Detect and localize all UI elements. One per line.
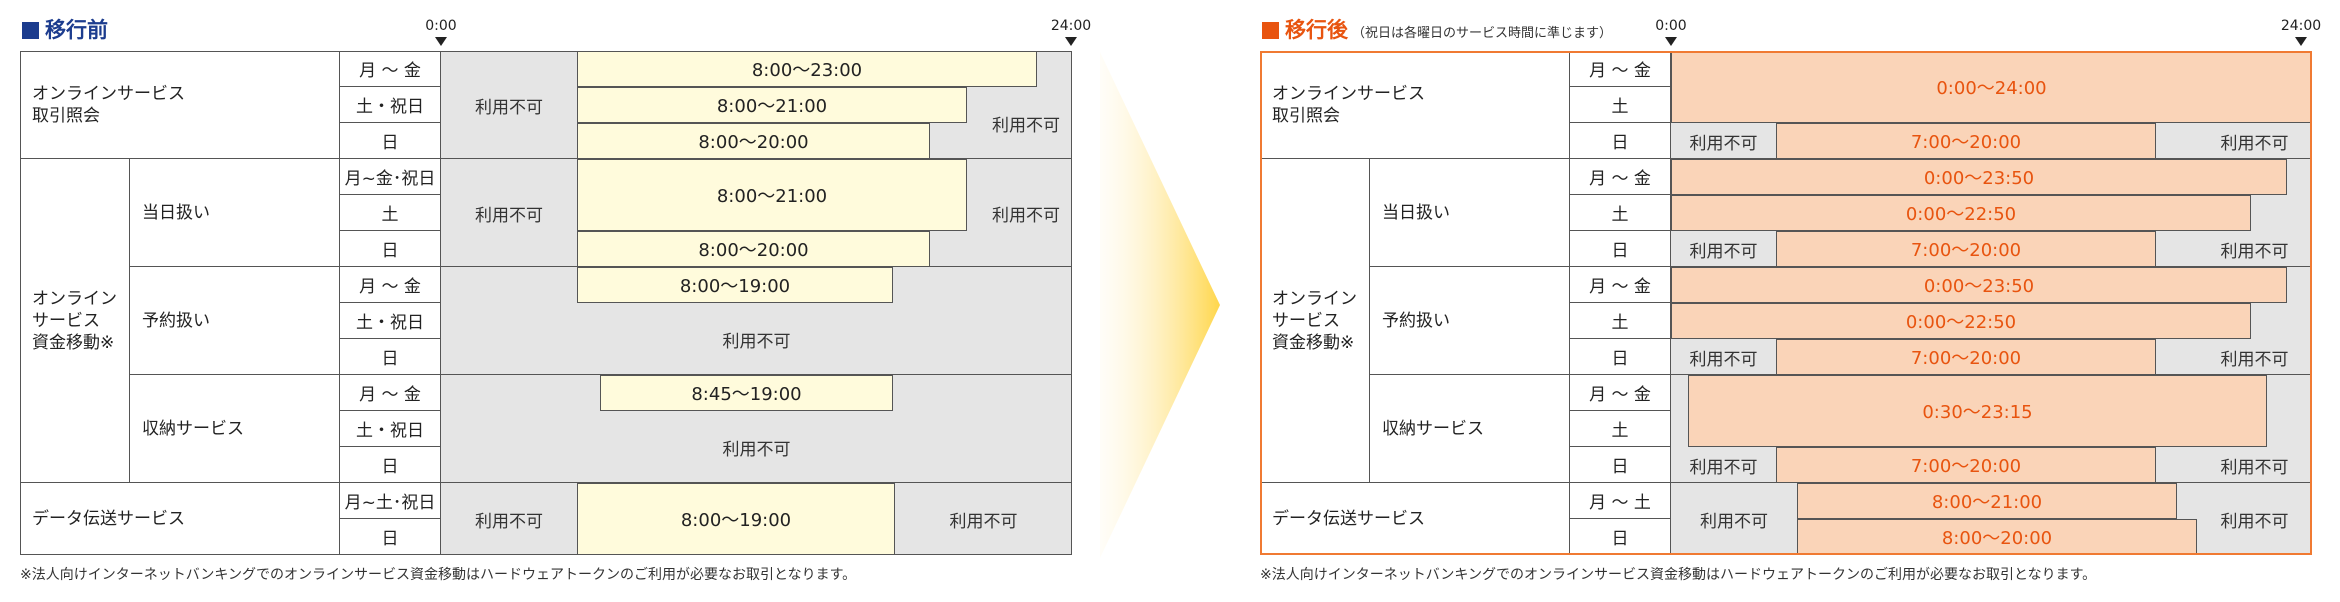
service-hours-bar: 0:00～24:00 bbox=[1671, 51, 2312, 123]
square-bullet-icon bbox=[22, 22, 39, 39]
service-hours-bar: 7:00～20:00 bbox=[1776, 447, 2156, 483]
day-cell: 月~土･祝日 bbox=[340, 483, 441, 519]
category-data-transmission: データ伝送サービス bbox=[20, 483, 340, 555]
day-cell: 月 ～ 金 bbox=[1570, 51, 1671, 87]
footnote: ※法人向けインターネットバンキングでのオンラインサービス資金移動はハードウェアト… bbox=[1260, 567, 2097, 583]
unavailable-label: 利用不可 bbox=[1689, 241, 1758, 262]
service-hours-bar: 8:00～20:00 bbox=[1797, 519, 2197, 555]
day-cell: 日 bbox=[340, 447, 441, 483]
service-hours-bar: 8:00～21:00 bbox=[1797, 483, 2177, 519]
unavailable-label: 利用不可 bbox=[1689, 349, 1758, 370]
day-cell: 土 bbox=[1570, 303, 1671, 339]
unavailable-label: 利用不可 bbox=[2220, 133, 2289, 154]
day-cell: 土・祝日 bbox=[340, 411, 441, 447]
unavailable-label: 利用不可 bbox=[475, 205, 543, 226]
day-cell: 日 bbox=[1570, 231, 1671, 267]
subcategory-payment-service: 収納サービス bbox=[1370, 375, 1570, 483]
axis-end-marker-icon bbox=[2295, 37, 2307, 46]
service-hours-bar: 8:00～21:00 bbox=[577, 87, 967, 123]
day-cell: 日 bbox=[1570, 447, 1671, 483]
axis-end-marker-icon bbox=[1065, 37, 1077, 46]
after-subtitle: （祝日は各曜日のサービス時間に準じます） bbox=[1352, 26, 1613, 41]
day-cell: 土 bbox=[340, 195, 441, 231]
day-cell: 日 bbox=[340, 519, 441, 555]
service-hours-bar: 7:00～20:00 bbox=[1776, 339, 2156, 375]
service-hours-bar: 8:00～19:00 bbox=[577, 267, 893, 303]
day-cell: 日 bbox=[340, 231, 441, 267]
subcategory-same-day: 当日扱い bbox=[130, 159, 340, 267]
axis-start-label: 0:00 bbox=[425, 18, 457, 34]
after-title: 移行後 （祝日は各曜日のサービス時間に準じます） bbox=[1262, 14, 1612, 44]
unavailable-label: 利用不可 bbox=[1700, 511, 1768, 532]
axis-end-label: 24:00 bbox=[2280, 18, 2322, 34]
unavailable-label: 利用不可 bbox=[475, 97, 543, 118]
day-cell: 日 bbox=[1570, 123, 1671, 159]
unavailable-label: 利用不可 bbox=[2220, 511, 2289, 532]
day-cell: 土 bbox=[1570, 87, 1671, 123]
unavailable-label: 利用不可 bbox=[2220, 457, 2289, 478]
day-cell: 月 ～ 金 bbox=[1570, 267, 1671, 303]
footnote: ※法人向けインターネットバンキングでのオンラインサービス資金移動はハードウェアト… bbox=[20, 567, 857, 583]
unavailable-label: 利用不可 bbox=[992, 115, 1060, 136]
day-cell: 土・祝日 bbox=[340, 87, 441, 123]
day-cell: 月~金･祝日 bbox=[340, 159, 441, 195]
day-cell: 月 ～ 金 bbox=[1570, 375, 1671, 411]
subcategory-scheduled: 予約扱い bbox=[1370, 267, 1570, 375]
category-online-inquiry: オンラインサービス 取引照会 bbox=[1260, 51, 1570, 159]
category-online-transfer: オンライン サービス 資金移動※ bbox=[20, 159, 130, 483]
subcategory-scheduled: 予約扱い bbox=[130, 267, 340, 375]
service-hours-bar: 8:00～20:00 bbox=[577, 231, 930, 267]
day-cell: 月 ～ 土 bbox=[1570, 483, 1671, 519]
service-hours-bar: 7:00～20:00 bbox=[1776, 123, 2156, 159]
unavailable-label: 利用不可 bbox=[2220, 241, 2289, 262]
service-hours-bar: 0:00～23:50 bbox=[1671, 267, 2287, 303]
day-cell: 月 ～ 金 bbox=[340, 51, 441, 87]
service-hours-bar: 0:00～22:50 bbox=[1671, 303, 2251, 339]
unavailable-label: 利用不可 bbox=[1689, 457, 1758, 478]
transition-arrow-icon bbox=[1100, 52, 1220, 558]
service-hours-bar: 8:00～23:00 bbox=[577, 51, 1037, 87]
axis-end-label: 24:00 bbox=[1050, 18, 1092, 34]
category-online-inquiry: オンラインサービス 取引照会 bbox=[20, 51, 340, 159]
day-cell: 土・祝日 bbox=[340, 303, 441, 339]
service-hours-bar: 8:45～19:00 bbox=[600, 375, 893, 411]
category-online-transfer: オンライン サービス 資金移動※ bbox=[1260, 159, 1370, 483]
day-cell: 日 bbox=[1570, 339, 1671, 375]
unavailable-label: 利用不可 bbox=[949, 511, 1018, 532]
day-cell: 月 ～ 金 bbox=[340, 267, 441, 303]
day-cell: 月 ～ 金 bbox=[1570, 159, 1671, 195]
before-title: 移行前 bbox=[22, 14, 108, 44]
subcategory-same-day: 当日扱い bbox=[1370, 159, 1570, 267]
day-cell: 土 bbox=[1570, 411, 1671, 447]
service-hours-bar: 7:00～20:00 bbox=[1776, 231, 2156, 267]
day-cell: 日 bbox=[340, 123, 441, 159]
before-panel: 移行前 0:00 24:00 オンラインサービス 取引照会 オンライン サービス… bbox=[0, 0, 1100, 602]
unavailable-label: 利用不可 bbox=[475, 511, 543, 532]
unavailable-label: 利用不可 bbox=[992, 205, 1060, 226]
axis-start-marker-icon bbox=[1665, 37, 1677, 46]
axis-start-marker-icon bbox=[435, 37, 447, 46]
day-cell: 土 bbox=[1570, 195, 1671, 231]
day-cell: 月 ～ 金 bbox=[340, 375, 441, 411]
day-cell: 日 bbox=[340, 339, 441, 375]
before-schedule-grid: オンラインサービス 取引照会 オンライン サービス 資金移動※ 当日扱い 予約扱… bbox=[20, 51, 1072, 555]
service-hours-bar: 8:00～21:00 bbox=[577, 159, 967, 231]
service-hours-bar: 0:00～23:50 bbox=[1671, 159, 2287, 195]
service-hours-bar: 0:00～22:50 bbox=[1671, 195, 2251, 231]
axis-start-label: 0:00 bbox=[1655, 18, 1687, 34]
unavailable-label: 利用不可 bbox=[722, 331, 791, 352]
service-hours-bar: 8:00～19:00 bbox=[577, 483, 895, 555]
square-bullet-icon bbox=[1262, 22, 1279, 39]
after-panel: 移行後 （祝日は各曜日のサービス時間に準じます） 0:00 24:00 オンライン… bbox=[1240, 0, 2340, 602]
service-hours-bar: 8:00～20:00 bbox=[577, 123, 930, 159]
unavailable-label: 利用不可 bbox=[2220, 349, 2289, 370]
subcategory-payment-service: 収納サービス bbox=[130, 375, 340, 483]
after-schedule-grid: オンラインサービス 取引照会 オンライン サービス 資金移動※ 当日扱い 予約扱… bbox=[1260, 51, 2312, 555]
service-hours-bar: 0:30～23:15 bbox=[1688, 375, 2267, 447]
unavailable-label: 利用不可 bbox=[722, 439, 791, 460]
unavailable-label: 利用不可 bbox=[1689, 133, 1758, 154]
day-cell: 日 bbox=[1570, 519, 1671, 555]
category-data-transmission: データ伝送サービス bbox=[1260, 483, 1570, 555]
